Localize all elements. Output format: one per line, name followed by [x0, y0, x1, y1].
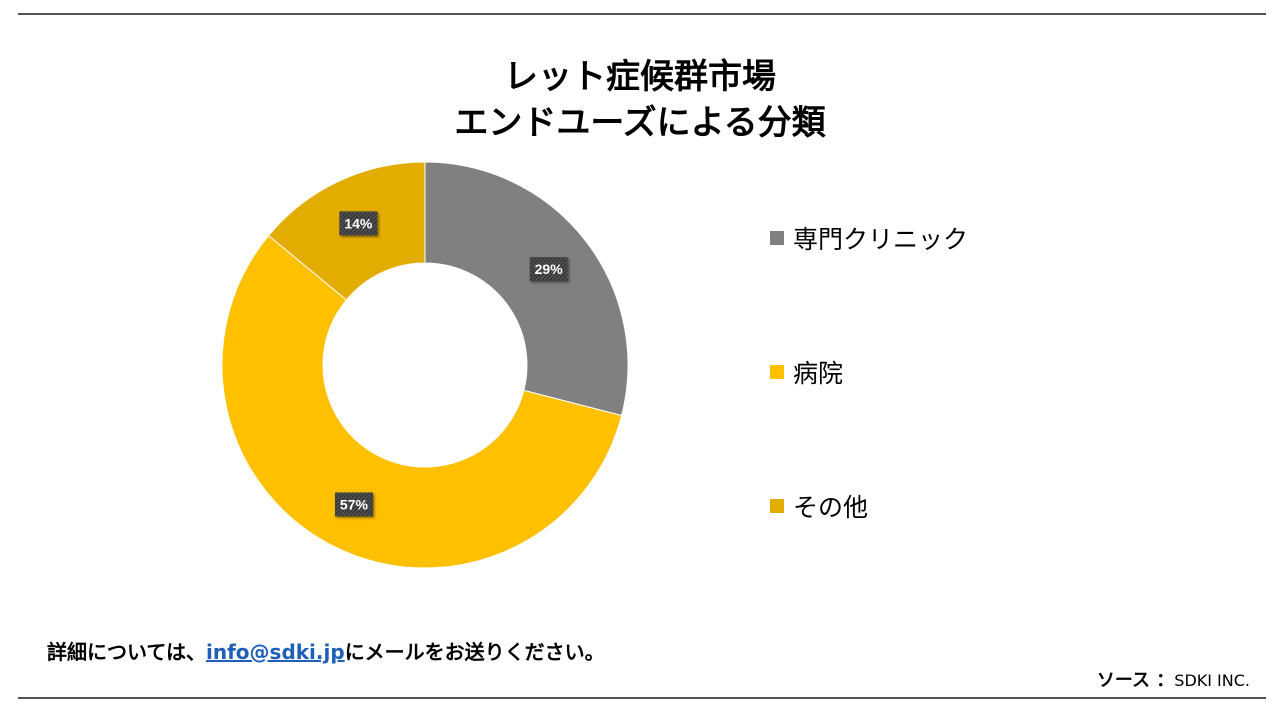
contact-note: 詳細については、info@sdki.jpにメールをお送りください。 — [47, 636, 605, 665]
legend-swatch-3 — [770, 499, 784, 513]
legend-item-1: 専門クリニック — [770, 220, 968, 256]
source-credit: ソース ：SDKI INC. — [1097, 666, 1250, 692]
data-label-box-3 — [339, 211, 378, 236]
data-label-text-1: 29% — [535, 261, 564, 277]
legend-label-1: 専門クリニック — [793, 225, 969, 254]
data-label-text-2: 57% — [340, 496, 369, 512]
legend-item-3: その他 — [770, 488, 868, 524]
source-label: ソース ： — [1096, 670, 1175, 691]
legend-swatch-2 — [770, 365, 784, 379]
donut-slice-2 — [221, 234, 623, 569]
legend-label-3: その他 — [793, 493, 869, 522]
bottom-rule — [18, 697, 1266, 699]
data-label-3: 14% — [339, 211, 378, 236]
contact-email-link[interactable]: info@sdki.jp — [206, 640, 345, 664]
legend-item-2: 病院 — [770, 354, 843, 390]
data-label-box-1 — [529, 257, 568, 282]
data-label-2: 57% — [334, 492, 373, 517]
top-rule — [18, 13, 1266, 15]
source-value: SDKI INC. — [1174, 671, 1250, 690]
chart-title-line2: エンドユーズによる分類 — [454, 103, 826, 143]
contact-prefix: 詳細については、 — [47, 640, 206, 664]
data-label-box-2 — [334, 492, 373, 517]
chart-title: レット症候群市場 エンドユーズによる分類 — [0, 54, 1280, 146]
legend-swatch-1 — [770, 231, 784, 245]
donut-slice-1 — [424, 161, 629, 417]
data-label-1: 29% — [529, 257, 568, 282]
contact-suffix: にメールをお送りください。 — [344, 640, 605, 664]
chart-title-line1: レット症候群市場 — [504, 57, 776, 97]
legend-label-2: 病院 — [793, 359, 844, 388]
data-label-text-3: 14% — [344, 215, 373, 231]
